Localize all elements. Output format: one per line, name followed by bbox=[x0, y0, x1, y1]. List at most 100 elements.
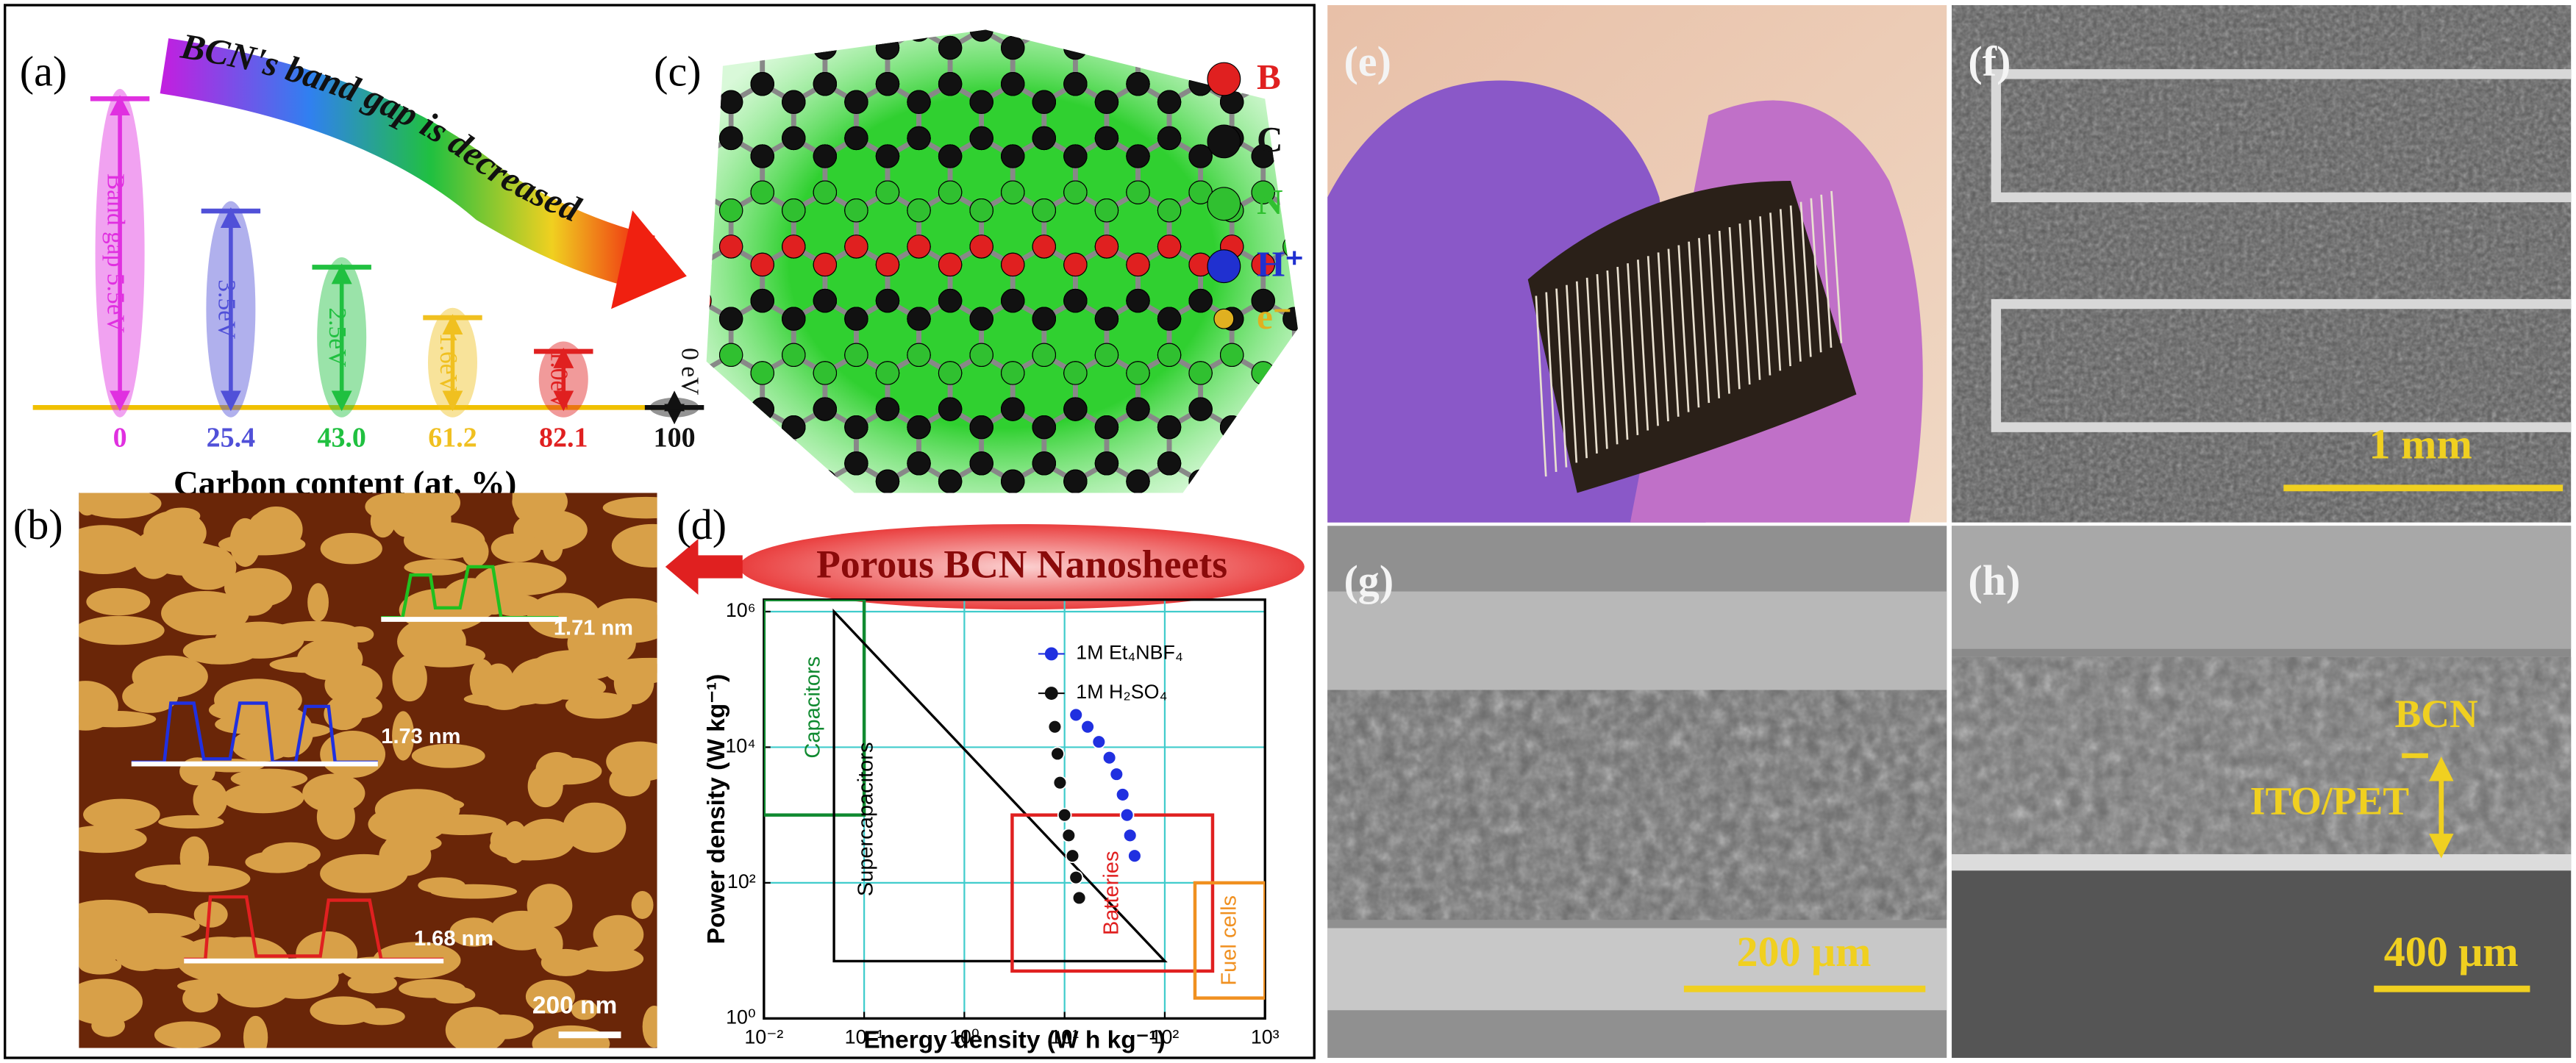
atom bbox=[718, 343, 743, 368]
atom bbox=[1032, 90, 1056, 114]
flake bbox=[490, 533, 541, 562]
flake bbox=[79, 532, 94, 554]
cross-texture bbox=[1952, 656, 2572, 854]
atom bbox=[1001, 252, 1025, 277]
electrode-edges bbox=[1991, 69, 2572, 432]
flake bbox=[397, 618, 466, 665]
legend-atom bbox=[1207, 62, 1241, 96]
flake bbox=[642, 1005, 657, 1048]
flake bbox=[571, 999, 598, 1020]
flake bbox=[307, 583, 329, 622]
atom bbox=[750, 361, 774, 385]
atom bbox=[1032, 198, 1056, 223]
region bbox=[832, 608, 1168, 963]
data-point bbox=[1122, 828, 1138, 843]
flake bbox=[182, 637, 259, 665]
afm-image bbox=[79, 493, 657, 1048]
flake bbox=[479, 562, 567, 595]
flake bbox=[83, 798, 160, 831]
legend-atom bbox=[1207, 124, 1241, 159]
sem-cross-section bbox=[1952, 526, 2572, 1059]
arrow-head bbox=[611, 210, 687, 309]
atom bbox=[844, 198, 868, 223]
data-point bbox=[1127, 848, 1142, 864]
banner-arrow bbox=[665, 539, 743, 595]
legend-atom bbox=[1207, 187, 1241, 221]
atom bbox=[844, 451, 868, 476]
finger bbox=[1627, 263, 1639, 435]
flake bbox=[245, 851, 309, 873]
atom bbox=[1157, 198, 1182, 223]
atom bbox=[1126, 72, 1150, 96]
data-point bbox=[1050, 746, 1065, 762]
flake bbox=[527, 662, 552, 676]
region-label: Fuel cells bbox=[1217, 895, 1241, 986]
finger bbox=[1810, 198, 1822, 353]
data-point bbox=[1047, 719, 1063, 734]
banner-text: Porous BCN Nanosheets bbox=[816, 543, 1227, 587]
scale-bar-label: 1 mm bbox=[2369, 420, 2472, 468]
finger bbox=[1545, 292, 1558, 472]
flake bbox=[160, 865, 251, 892]
value-label: 2.5eV bbox=[324, 307, 351, 367]
banner-shape bbox=[739, 523, 1305, 610]
finger bbox=[1830, 190, 1843, 343]
decrease-arrow bbox=[160, 38, 655, 290]
atom bbox=[750, 288, 774, 313]
atom bbox=[1063, 144, 1088, 168]
category-label: 25.4 bbox=[207, 423, 255, 454]
x-tick-label: 10⁻² bbox=[744, 1026, 783, 1048]
atom bbox=[1094, 307, 1119, 331]
atom bbox=[1001, 180, 1025, 204]
flake bbox=[79, 493, 162, 519]
band bbox=[1327, 928, 1947, 1011]
data-point bbox=[1115, 787, 1130, 802]
flake bbox=[534, 674, 607, 700]
flake bbox=[591, 598, 657, 643]
atom bbox=[718, 307, 743, 331]
atom bbox=[1032, 343, 1056, 368]
flake bbox=[154, 1021, 221, 1048]
y-tick-label: 10⁴ bbox=[725, 735, 755, 757]
flake bbox=[324, 664, 383, 706]
atom bbox=[813, 288, 838, 313]
category-label: 61.2 bbox=[428, 423, 477, 454]
profile-label: 1.71 nm bbox=[554, 617, 633, 640]
category-label: 82.1 bbox=[539, 423, 588, 454]
atom bbox=[1001, 397, 1025, 421]
value-label: 1.0eV bbox=[546, 350, 573, 409]
atom bbox=[1157, 235, 1182, 259]
atom bbox=[969, 343, 993, 368]
atom bbox=[1032, 126, 1056, 151]
region-label: Batteries bbox=[1099, 851, 1123, 936]
data-point bbox=[1080, 719, 1095, 734]
atom bbox=[718, 126, 743, 151]
atom bbox=[1032, 451, 1056, 476]
atom bbox=[844, 343, 868, 368]
atom bbox=[907, 451, 931, 476]
sem-texture bbox=[1952, 4, 2572, 523]
atom bbox=[938, 397, 963, 421]
data-point bbox=[1068, 870, 1084, 885]
atom bbox=[1157, 343, 1182, 368]
atom bbox=[938, 180, 963, 204]
x-tick-label: 10³ bbox=[1251, 1026, 1280, 1048]
atom bbox=[750, 252, 774, 277]
atom bbox=[1094, 415, 1119, 440]
data-point bbox=[1057, 807, 1072, 823]
atom bbox=[907, 235, 931, 259]
flake bbox=[411, 743, 485, 768]
finger bbox=[1646, 256, 1659, 426]
atom bbox=[813, 252, 838, 277]
flake bbox=[404, 559, 468, 576]
atom bbox=[844, 307, 868, 331]
flake bbox=[79, 978, 143, 1026]
flake bbox=[527, 884, 573, 928]
sem-top-view bbox=[1327, 526, 1947, 1059]
category-label: 100 bbox=[654, 423, 696, 454]
flake bbox=[215, 715, 274, 734]
legend-label: 1M H₂SO₄ bbox=[1076, 681, 1167, 703]
flake bbox=[222, 782, 304, 814]
value-label: Band gap 5.5eV bbox=[101, 173, 129, 333]
atom bbox=[875, 144, 900, 168]
